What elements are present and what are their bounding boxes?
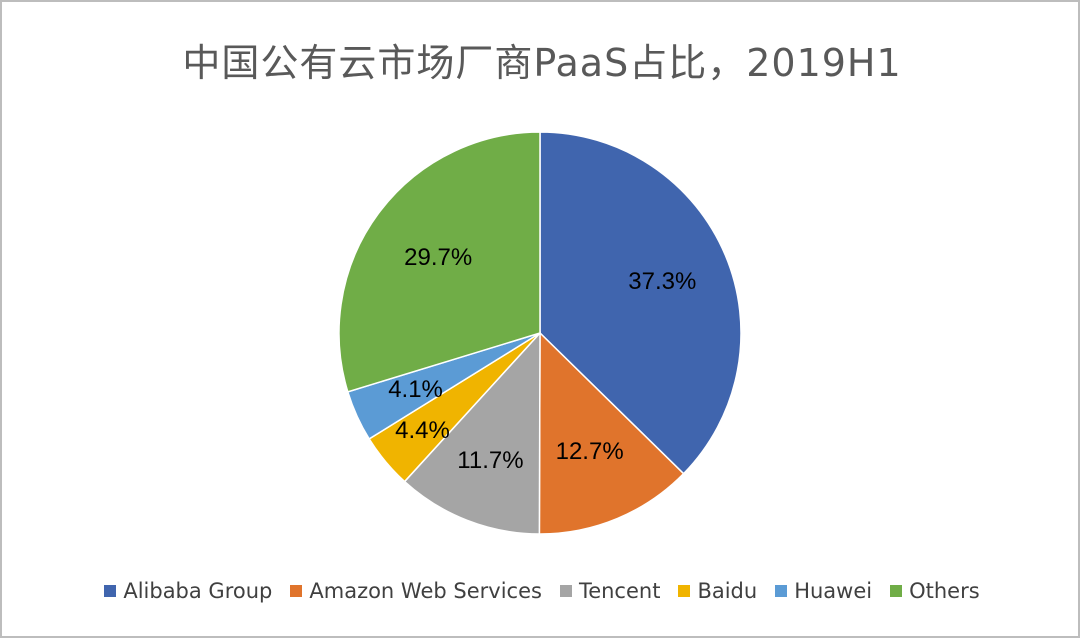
pie-slice-alibaba-group [539, 131, 742, 475]
pie-slice-others [338, 131, 541, 393]
legend-item-alibaba-group: Alibaba Group [104, 579, 272, 603]
data-label-tencent: 11.7% [457, 447, 523, 474]
legend-swatch [290, 585, 303, 597]
legend-label: Baidu [697, 579, 758, 603]
legend-label: Tencent [578, 579, 661, 603]
pie-slice-tencent [403, 331, 541, 535]
legend-item-tencent: Tencent [559, 579, 661, 603]
legend-label: Huawei [794, 579, 873, 603]
legend-swatch [890, 585, 903, 597]
data-label-others: 29.7% [404, 244, 472, 271]
data-label-baidu: 4.4% [395, 417, 450, 444]
legend-label: Amazon Web Services [309, 579, 542, 603]
legend-item-others: Others [890, 579, 980, 603]
legend-swatch [678, 585, 691, 597]
legend-label: Alibaba Group [123, 579, 273, 603]
data-label-alibaba-group: 37.3% [628, 268, 696, 295]
chart-legend: Alibaba Group Amazon Web Services Tencent B… [2, 579, 1080, 603]
legend-swatch [104, 585, 117, 597]
data-label-huawei: 4.1% [388, 376, 443, 403]
legend-item-huawei: Huawei [775, 579, 872, 603]
legend-item-baidu: Baidu [678, 579, 757, 603]
pie-chart: 37.3% 12.7% 11.7% 4.4% 4.1% 29.7% [338, 131, 742, 535]
chart-title: 中国公有云市场厂商PaaS占比，2019H1 [182, 41, 902, 85]
legend-label: Others [909, 579, 980, 603]
legend-swatch [559, 585, 572, 597]
legend-swatch [775, 585, 788, 597]
pie-slice-amazon-web-services [538, 331, 685, 535]
data-label-amazon-web-services: 12.7% [556, 438, 624, 465]
legend-item-amazon-web-services: Amazon Web Services [290, 579, 542, 603]
